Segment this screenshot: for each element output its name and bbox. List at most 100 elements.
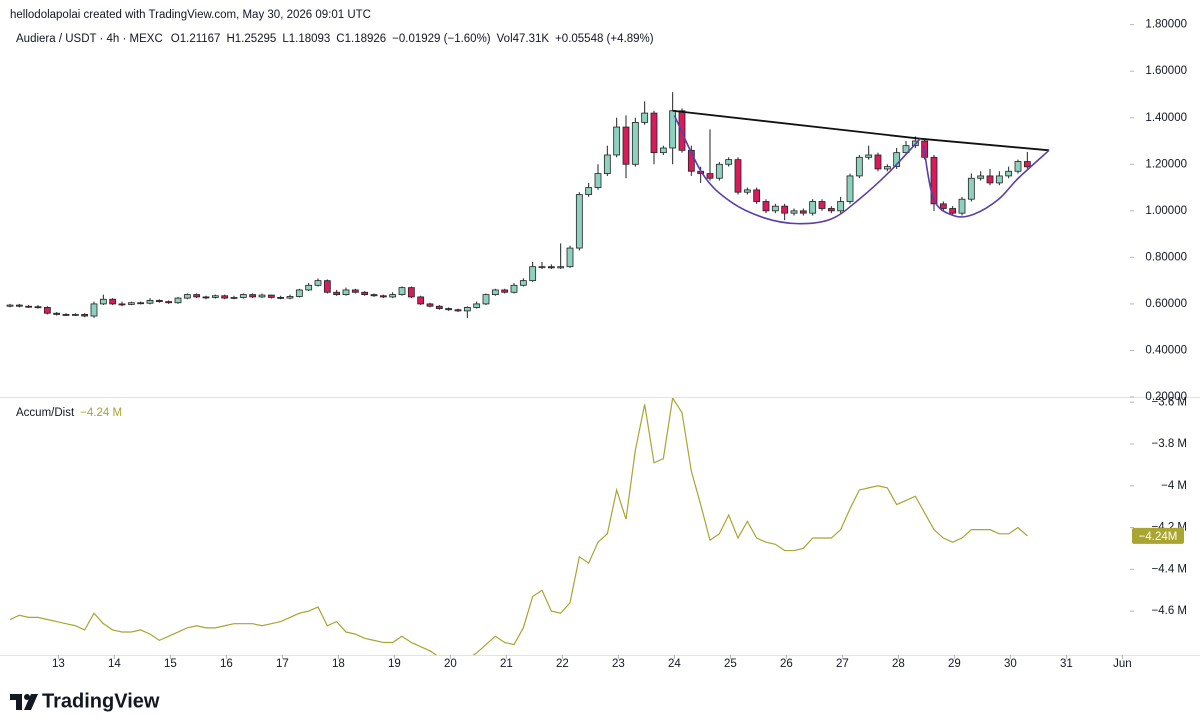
x-tick-label: 19: [388, 658, 401, 670]
y-tick-label: −3.6 M: [1152, 396, 1187, 408]
candle-body: [874, 154, 882, 170]
candle-body: [585, 187, 593, 195]
logo-icon: [24, 694, 30, 700]
candle-body: [333, 291, 341, 296]
candle-body: [529, 266, 537, 282]
x-tick-label: 28: [892, 658, 905, 670]
candle-body: [771, 205, 779, 212]
legend-value: C1.18926: [336, 33, 386, 45]
x-tick-label: 29: [948, 658, 961, 670]
candle-body: [986, 175, 994, 184]
candle-body: [1005, 170, 1013, 177]
pattern-trendline: [672, 109, 1050, 152]
candle-body: [361, 291, 369, 296]
last-value-badge-label: −4.24M: [1139, 531, 1178, 543]
indicator-pane: [9, 398, 1028, 655]
candle-body: [958, 198, 966, 214]
candle-body: [510, 284, 518, 293]
candle-body: [417, 296, 425, 305]
candle-body: [762, 201, 770, 212]
candle-body: [239, 294, 247, 298]
candle-body: [902, 145, 910, 154]
candle-body: [286, 296, 294, 299]
candle-body: [379, 295, 387, 298]
x-tick-label: 20: [444, 658, 457, 670]
x-tick-label: 16: [220, 658, 233, 670]
candle-body: [734, 159, 742, 193]
candle-body: [865, 154, 873, 158]
candle-body: [482, 294, 490, 305]
candle-body: [463, 307, 471, 312]
legend-value: O1.21167: [171, 33, 221, 45]
pattern-curve: [673, 115, 921, 225]
candle-body: [407, 287, 415, 298]
candle-body: [687, 149, 695, 172]
candle-body: [930, 156, 938, 205]
candle-body: [790, 210, 798, 214]
y-tick-label: −4 M: [1161, 480, 1187, 492]
logo-text: TradingView: [42, 690, 160, 712]
x-tick-label: 13: [52, 658, 65, 670]
candle-body: [641, 112, 649, 123]
price-pane: [6, 92, 1050, 318]
candle-body: [351, 289, 359, 293]
legend-value: Vol47.31K: [497, 33, 550, 45]
candle-body: [267, 294, 275, 298]
indicator-value: −4.24 M: [80, 407, 122, 419]
candle-body: [473, 303, 481, 308]
candle-body: [622, 126, 630, 165]
candle-body: [594, 173, 602, 188]
candle-body: [837, 201, 845, 212]
y-tick-label: 1.80000: [1145, 19, 1187, 31]
candle-body: [174, 297, 182, 304]
y-tick-label: 1.20000: [1145, 158, 1187, 170]
candle-body: [1023, 161, 1031, 168]
y-tick-label: 0.40000: [1145, 344, 1187, 356]
y-tick-label: 1.40000: [1145, 112, 1187, 124]
candle-body: [519, 280, 527, 286]
candle-body: [398, 287, 406, 296]
candle-body: [883, 166, 891, 170]
candle-body: [715, 163, 723, 179]
logo: TradingView: [10, 690, 160, 712]
candle-body: [501, 289, 509, 293]
candle-body: [967, 177, 975, 200]
x-tick-label: 31: [1060, 658, 1073, 670]
candle-body: [137, 302, 145, 305]
candle-body: [669, 110, 677, 149]
candle-body: [1014, 161, 1022, 172]
candle-body: [146, 300, 154, 304]
legend: Audiera / USDT · 4h · MEXC O1.21167 H1.252…: [16, 33, 654, 45]
legend-value: H1.25295: [226, 33, 276, 45]
x-tick-label: 18: [332, 658, 345, 670]
candle-body: [305, 284, 313, 291]
indicator-name: Accum/Dist: [16, 407, 75, 419]
candle-body: [781, 205, 789, 214]
candle-body: [995, 175, 1003, 184]
candle-body: [34, 306, 42, 309]
candle-body: [314, 280, 322, 286]
candle-body: [809, 201, 817, 214]
candle-body: [15, 304, 23, 307]
y-tick-label: 0.60000: [1145, 298, 1187, 310]
candle-body: [631, 121, 639, 165]
candle-body: [659, 147, 667, 154]
candle-body: [71, 313, 79, 316]
x-tick-label: 22: [556, 658, 569, 670]
y-tick-label: 1.60000: [1145, 65, 1187, 77]
last-value-badge: [1132, 527, 1184, 544]
candle-body: [827, 208, 835, 212]
candle-body: [370, 294, 378, 297]
candle-body: [43, 307, 51, 314]
candle-body: [62, 313, 70, 316]
candle-body: [454, 309, 462, 312]
candle-body: [165, 301, 173, 304]
logo-icon: [10, 694, 22, 710]
legend-value: L1.18093: [282, 33, 330, 45]
candle-body: [258, 294, 266, 298]
candle-body: [445, 308, 453, 311]
candle-body: [221, 295, 229, 299]
y-tick-label: 1.00000: [1145, 205, 1187, 217]
